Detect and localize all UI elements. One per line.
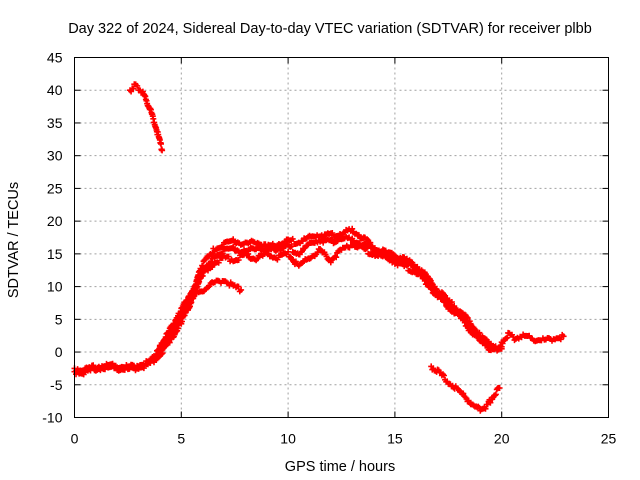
- series-markers-track-c: [146, 242, 494, 366]
- y-tick-label: 15: [47, 246, 63, 262]
- data-points: [71, 81, 567, 414]
- plot-frame: [74, 57, 609, 418]
- y-tick-label: 20: [47, 213, 63, 229]
- y-tick-label: 35: [47, 115, 63, 131]
- x-tick-label: 0: [71, 431, 79, 447]
- series-markers-track-f: [428, 363, 503, 414]
- y-tick-label: 30: [47, 148, 63, 164]
- y-tick-label: 25: [47, 180, 63, 196]
- x-tick-label: 5: [177, 431, 185, 447]
- axis-ticks: 0 5 10 15 20 25 -10 -5 0 5 10 15 20 25 30 35 40 45: [42, 50, 616, 447]
- y-tick-label: -10: [42, 410, 62, 426]
- grid-lines: [74, 57, 609, 418]
- series-markers-track-g: [498, 329, 567, 347]
- x-tick-label: 20: [494, 431, 510, 447]
- y-tick-label: 5: [55, 311, 63, 327]
- y-tick-label: 40: [47, 82, 63, 98]
- x-axis-label: GPS time / hours: [285, 459, 395, 475]
- x-tick-label: 25: [601, 431, 617, 447]
- chart-title: Day 322 of 2024, Sidereal Day-to-day VTE…: [68, 21, 592, 37]
- y-tick-label: 45: [47, 50, 63, 66]
- series-markers-track-e: [127, 81, 166, 154]
- y-tick-label: 10: [47, 279, 63, 295]
- series-markers-track-b: [71, 233, 505, 378]
- x-tick-label: 10: [280, 431, 296, 447]
- y-tick-label: 0: [55, 344, 63, 360]
- y-axis-label: SDTVAR / TECUs: [6, 182, 22, 298]
- series-markers-track-d: [156, 277, 245, 350]
- y-tick-label: -5: [50, 377, 63, 393]
- x-tick-label: 15: [387, 431, 403, 447]
